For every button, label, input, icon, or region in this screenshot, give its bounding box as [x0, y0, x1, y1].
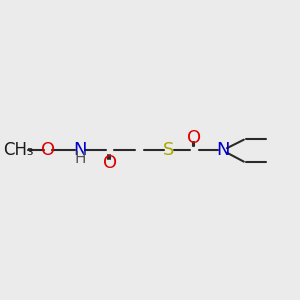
Text: O: O: [41, 141, 55, 159]
Text: O: O: [103, 154, 117, 172]
Text: O: O: [187, 129, 201, 147]
Text: H: H: [74, 151, 86, 166]
Text: N: N: [74, 141, 87, 159]
Text: CH₃: CH₃: [3, 141, 34, 159]
Text: S: S: [163, 141, 175, 159]
Text: N: N: [216, 141, 229, 159]
